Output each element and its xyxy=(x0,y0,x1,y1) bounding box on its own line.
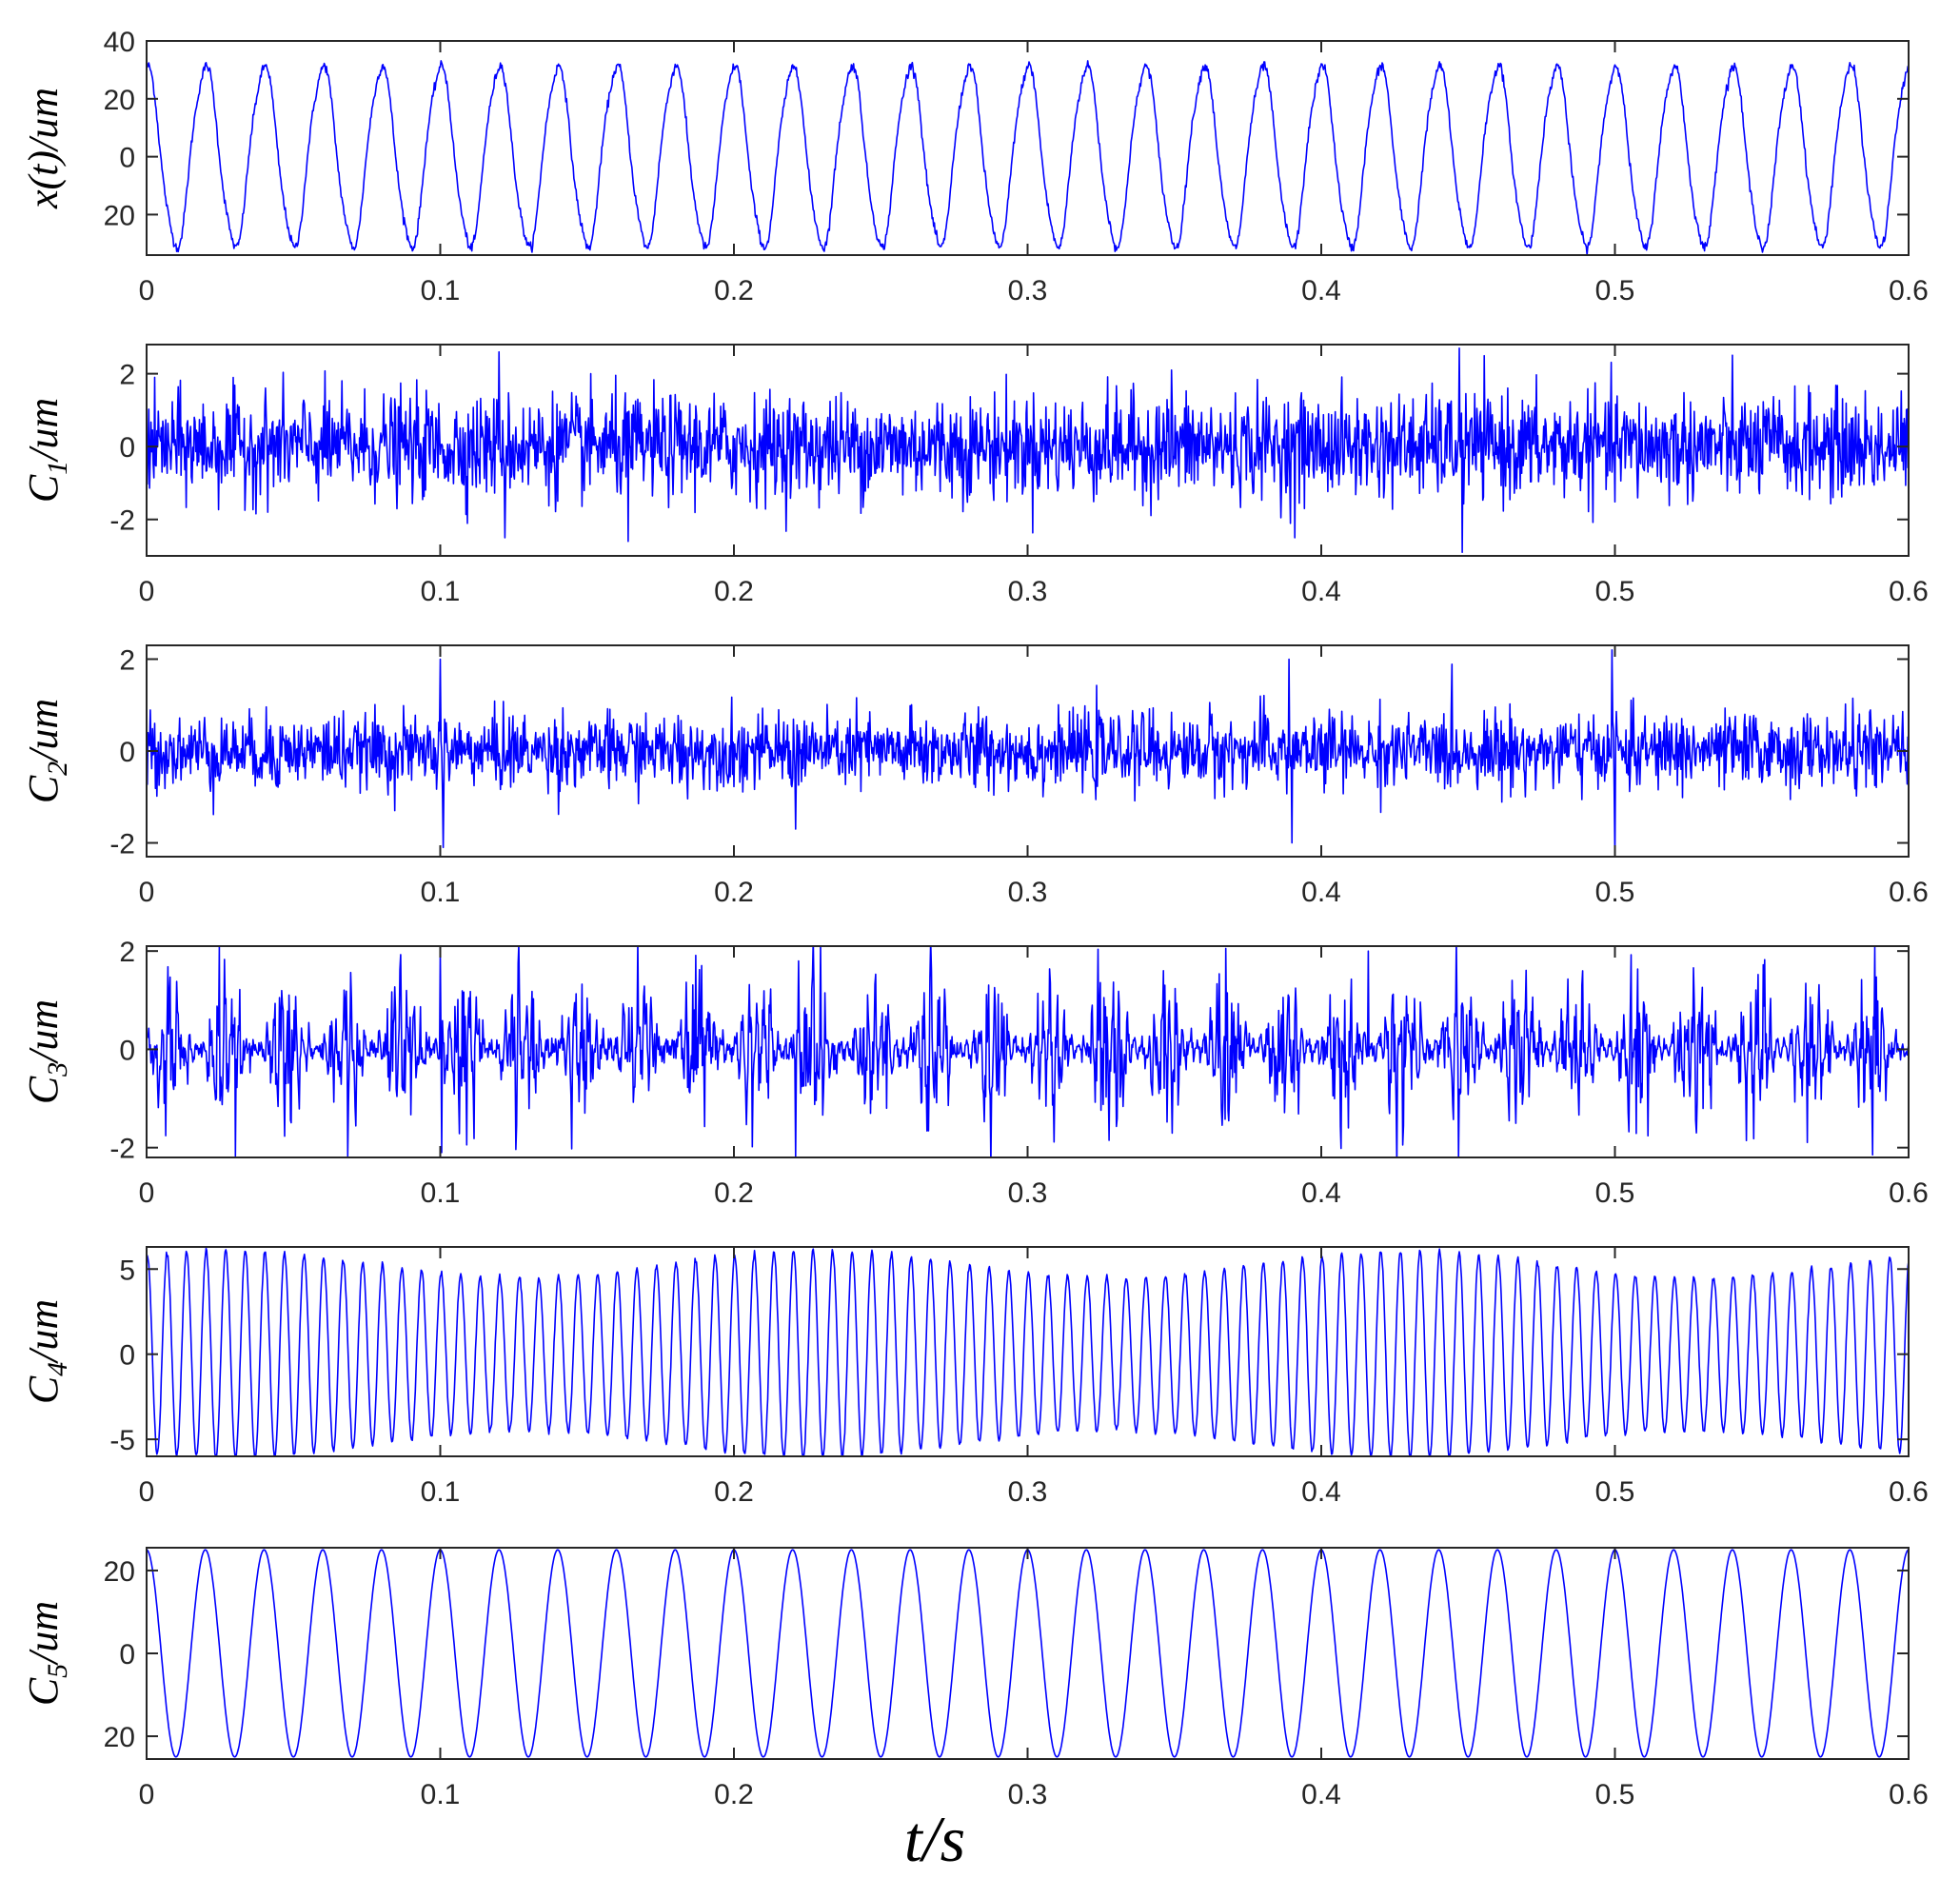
panel-1: 0 0.1 0.2 0.3 0.4 0.5 0.6 40 20 0 20 x(t)/um xyxy=(20,27,1929,306)
y-tick-label: 0 xyxy=(119,432,135,464)
y-tick-label: -5 xyxy=(109,1425,135,1456)
y-tick-label: -2 xyxy=(109,505,135,537)
x-tick-label: 0.6 xyxy=(1889,1476,1929,1508)
y-tick-label: 2 xyxy=(119,644,135,676)
panel-5: 0 0.1 0.2 0.3 0.4 0.5 0.650-5C4/um xyxy=(20,1246,1929,1508)
x-tick-label: 0.6 xyxy=(1889,576,1929,607)
y-tick-label: 2 xyxy=(119,937,135,968)
x-tick-label: 0.2 xyxy=(714,576,754,607)
x-tick-label: 0.6 xyxy=(1889,1779,1929,1810)
panel-2: 0 0.1 0.2 0.3 0.4 0.5 0.6 2 0 -2 C1/um xyxy=(20,344,1929,607)
x-tick-label: 0 xyxy=(139,1779,155,1810)
x-tick-label: 0.4 xyxy=(1301,877,1341,908)
series-line-2 xyxy=(147,347,1909,553)
y-tick-label: -2 xyxy=(109,1134,135,1165)
x-tick-label: 0.3 xyxy=(1008,1476,1048,1508)
series-line-5 xyxy=(147,1247,1909,1456)
y-tick-label: 0 xyxy=(119,1639,135,1671)
y-tick-label: 20 xyxy=(104,1556,135,1588)
x-tick-label: 0.6 xyxy=(1889,1177,1929,1209)
x-tick-label: 0.2 xyxy=(714,275,754,306)
y-tick-label: 5 xyxy=(119,1255,135,1286)
y-tick-label: 20 xyxy=(104,1722,135,1753)
y-tick-label: 0 xyxy=(119,1340,135,1372)
x-tick-label: 0.4 xyxy=(1301,1476,1341,1508)
y-axis-label: x(t)/um xyxy=(20,88,67,209)
y-axis-label: C4/um xyxy=(20,1299,73,1404)
y-tick-label: -2 xyxy=(109,829,135,860)
x-tick-label: 0.4 xyxy=(1301,576,1341,607)
y-tick-label: 0 xyxy=(119,737,135,768)
x-tick-label: 0 xyxy=(139,1476,155,1508)
x-tick-label: 0.2 xyxy=(714,1476,754,1508)
x-tick-label: 0.1 xyxy=(421,877,461,908)
series-line-4 xyxy=(147,946,1909,1157)
series-line-3 xyxy=(147,649,1909,857)
x-tick-label: 0.2 xyxy=(714,877,754,908)
x-tick-label: 0.1 xyxy=(421,1779,461,1810)
x-tick-label: 0.5 xyxy=(1595,1476,1635,1508)
x-tick-label: 0.4 xyxy=(1301,1177,1341,1209)
x-tick-label: 0 xyxy=(139,877,155,908)
x-tick-label: 0 xyxy=(139,1177,155,1209)
panel-4: 0 0.1 0.2 0.3 0.4 0.5 0.620-2C3/um xyxy=(20,937,1929,1209)
x-tick-label: 0.3 xyxy=(1008,877,1048,908)
x-tick-label: 0.3 xyxy=(1008,1177,1048,1209)
x-tick-label: 0 xyxy=(139,576,155,607)
y-axis-label: C2/um xyxy=(20,699,73,803)
x-tick-label: 0.1 xyxy=(421,1476,461,1508)
x-tick-label: 0.4 xyxy=(1301,275,1341,306)
axes-frame xyxy=(146,40,1910,256)
x-tick-label: 0.3 xyxy=(1008,1779,1048,1810)
y-tick-label: 40 xyxy=(104,27,135,58)
series-line-1 xyxy=(147,60,1909,255)
x-tick-label: 0.1 xyxy=(421,576,461,607)
x-axis-label: t/s xyxy=(904,1803,965,1875)
y-axis-label: C5/um xyxy=(20,1601,73,1706)
x-tick-label: 0 xyxy=(139,275,155,306)
y-axis-label: C3/um xyxy=(20,999,73,1104)
y-axis-label: C1/um xyxy=(20,398,73,503)
x-tick-label: 0.5 xyxy=(1595,275,1635,306)
axes-frame xyxy=(146,1547,1910,1760)
y-tick-label: 0 xyxy=(119,143,135,174)
series-line-6 xyxy=(147,1549,1909,1758)
x-tick-label: 0.6 xyxy=(1889,877,1929,908)
x-tick-label: 0.3 xyxy=(1008,275,1048,306)
y-tick-label: 20 xyxy=(104,200,135,231)
x-tick-label: 0.5 xyxy=(1595,1779,1635,1810)
x-tick-label: 0.5 xyxy=(1595,1177,1635,1209)
x-tick-label: 0.2 xyxy=(714,1779,754,1810)
panel-3: 0 0.1 0.2 0.3 0.4 0.5 0.620-2C2/um xyxy=(20,644,1929,908)
x-tick-label: 0.1 xyxy=(421,275,461,306)
x-tick-label: 0.3 xyxy=(1008,576,1048,607)
y-tick-label: 20 xyxy=(104,85,135,116)
x-tick-label: 0.5 xyxy=(1595,576,1635,607)
x-tick-label: 0.2 xyxy=(714,1177,754,1209)
x-tick-label: 0.4 xyxy=(1301,1779,1341,1810)
x-tick-label: 0.6 xyxy=(1889,275,1929,306)
y-tick-label: 2 xyxy=(119,360,135,391)
x-tick-label: 0.1 xyxy=(421,1177,461,1209)
y-tick-label: 0 xyxy=(119,1035,135,1066)
x-tick-label: 0.5 xyxy=(1595,877,1635,908)
